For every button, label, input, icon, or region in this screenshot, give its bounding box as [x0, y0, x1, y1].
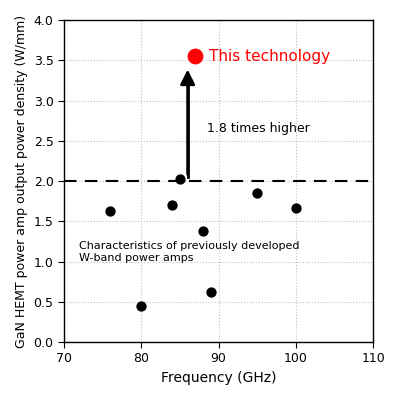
Point	[208, 289, 214, 295]
X-axis label: Frequency (GHz): Frequency (GHz)	[161, 371, 276, 385]
Point	[138, 302, 144, 309]
Point	[293, 204, 299, 211]
Point	[177, 176, 183, 183]
Point	[200, 228, 206, 234]
Text: This technology: This technology	[209, 49, 330, 64]
Y-axis label: GaN HEMT power amp output power density (W/mm): GaN HEMT power amp output power density …	[15, 14, 28, 348]
Point	[254, 190, 260, 196]
Point	[169, 202, 175, 208]
Point	[107, 208, 114, 214]
Text: Characteristics of previously developed
W-band power amps: Characteristics of previously developed …	[80, 241, 300, 263]
Text: 1.8 times higher: 1.8 times higher	[207, 122, 310, 135]
Point	[192, 53, 198, 60]
